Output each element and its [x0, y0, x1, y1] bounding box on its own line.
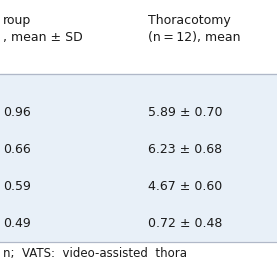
Text: n;  VATS:  video-assisted  thora: n; VATS: video-assisted thora — [3, 247, 187, 260]
Text: 0.96: 0.96 — [3, 106, 31, 119]
Bar — [0, 242, 277, 277]
Text: 0.49: 0.49 — [3, 217, 31, 230]
Text: 5.89 ± 0.70: 5.89 ± 0.70 — [148, 106, 222, 119]
Text: 0.59: 0.59 — [3, 180, 31, 193]
Bar — [0, 74, 277, 242]
Text: (n = 12), mean: (n = 12), mean — [148, 31, 240, 44]
Text: 0.72 ± 0.48: 0.72 ± 0.48 — [148, 217, 222, 230]
Text: 0.66: 0.66 — [3, 143, 31, 156]
Text: roup: roup — [3, 14, 31, 27]
Text: 4.67 ± 0.60: 4.67 ± 0.60 — [148, 180, 222, 193]
Text: , mean ± SD: , mean ± SD — [3, 31, 83, 44]
Text: 6.23 ± 0.68: 6.23 ± 0.68 — [148, 143, 222, 156]
Text: Thoracotomy: Thoracotomy — [148, 14, 231, 27]
Bar — [0, 0, 277, 74]
